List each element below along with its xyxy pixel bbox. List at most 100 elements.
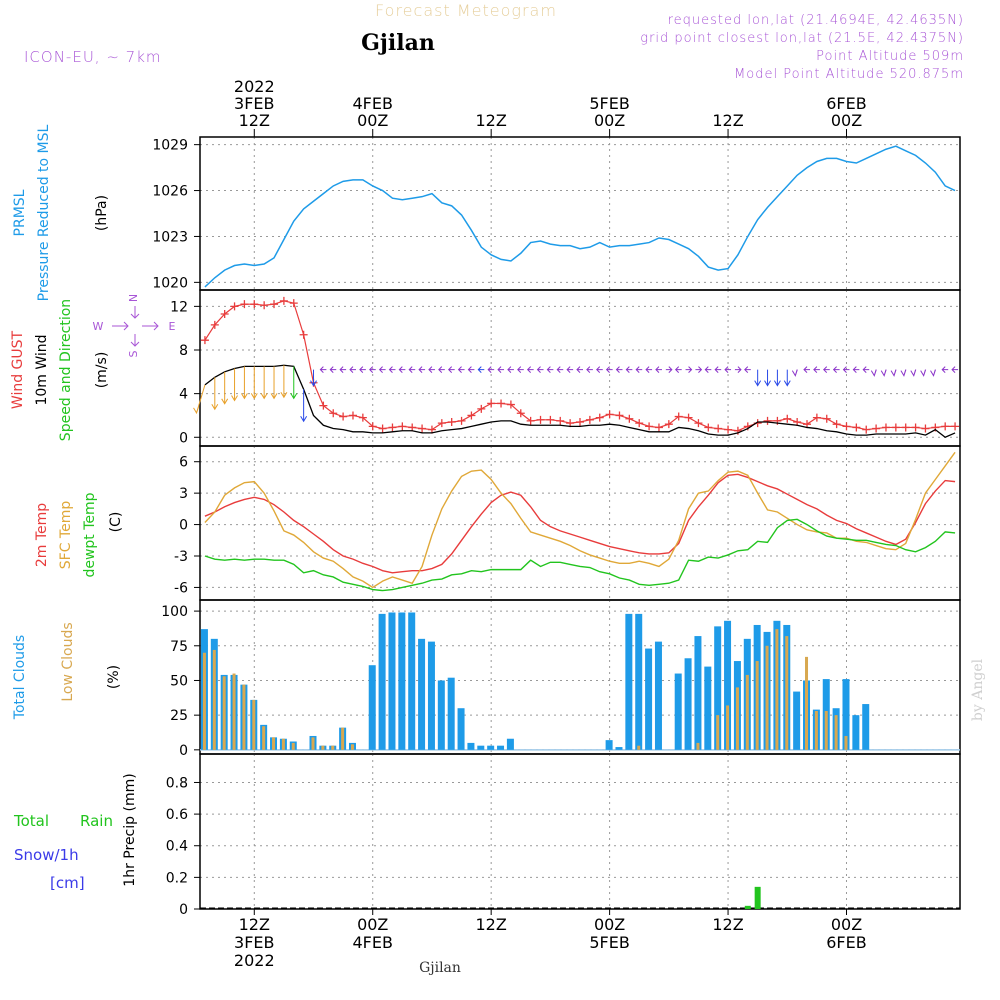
low-cloud-bar — [311, 737, 315, 750]
wind-arrow — [556, 366, 564, 373]
top-time-date: 4FEB — [352, 94, 392, 113]
top-time-date: 5FEB — [589, 94, 629, 113]
total-cloud-bar — [625, 613, 633, 750]
wind-arrow — [920, 369, 927, 377]
wind-arrow — [438, 366, 445, 373]
compass-e: E — [169, 320, 176, 333]
wind-arrow — [300, 389, 308, 423]
low-cloud-bar — [745, 674, 749, 750]
wind-arrow — [398, 366, 406, 373]
gust-point — [654, 423, 663, 432]
wind-arrow — [724, 366, 732, 373]
top-time-hour: 12Z — [712, 111, 743, 130]
gust-point — [477, 404, 486, 413]
gust-point — [467, 411, 476, 420]
y-tick-label: 6 — [179, 455, 188, 471]
low-cloud-bar — [262, 726, 266, 750]
wind-arrow — [418, 366, 426, 373]
low-cloud-bar — [805, 656, 809, 750]
low-cloud-bar — [331, 745, 335, 750]
wind-arrow — [359, 366, 366, 373]
wind-arrow — [714, 366, 722, 373]
gust-point — [585, 415, 594, 424]
y-tick-label: 0.2 — [166, 870, 188, 886]
requested-coords: requested lon,lat (21.4694E, 42.4635N) — [668, 13, 964, 28]
low-cloud-label: Low Clouds — [60, 622, 76, 701]
total-cloud-bar — [793, 691, 801, 750]
wind-arrow — [862, 366, 870, 373]
gust-point — [556, 416, 565, 425]
pressure-label: Pressure Reduced to MSL — [36, 124, 52, 301]
total-cloud-bar — [724, 620, 732, 750]
wind-arrow — [832, 366, 840, 373]
top-time-hour: 00Z — [357, 111, 388, 130]
footer-station: Gjilan — [419, 960, 461, 976]
total-cloud-bar — [467, 742, 475, 750]
panel-frame — [199, 136, 961, 291]
wind-arrow — [408, 366, 416, 373]
legend-rain: Rain — [80, 812, 113, 830]
bottom-time-hour: 12Z — [239, 915, 270, 934]
wind-arrow — [388, 366, 396, 373]
total-cloud-bar — [645, 648, 653, 750]
low-cloud-bar — [637, 745, 641, 750]
total-cloud-bar — [842, 679, 850, 750]
gust-point — [250, 300, 259, 309]
gust-point — [911, 423, 920, 432]
wind-arrow — [349, 366, 356, 373]
gust-point — [270, 300, 279, 309]
wind-arrow — [339, 366, 347, 373]
wind-arrow — [428, 366, 435, 373]
low-cloud-bar — [785, 636, 789, 750]
gust-point — [506, 400, 515, 409]
top-time-hour: 00Z — [831, 111, 862, 130]
gust-point — [240, 300, 249, 309]
total-cloud-bar — [378, 613, 386, 750]
gust-point — [674, 412, 683, 421]
wind-arrow — [645, 366, 653, 373]
wind-arrow — [665, 366, 673, 373]
wind-labels: Wind GUST 10m Wind Speed and Direction (m/s… — [10, 299, 110, 441]
y-tick-label: 1023 — [152, 229, 188, 245]
wind-arrow — [783, 369, 791, 387]
gust-line — [204, 300, 956, 432]
gust-point — [615, 411, 624, 420]
wind-arrow — [744, 366, 751, 373]
gust-point — [260, 301, 269, 310]
total-cloud-bar — [714, 626, 722, 750]
rain-bar — [754, 886, 761, 909]
station-title: Gjilan — [361, 30, 435, 56]
compass-n: N — [127, 294, 140, 302]
y-tick-label: 3 — [179, 486, 188, 502]
wind-arrow — [685, 366, 693, 373]
wind-arrow — [250, 366, 258, 400]
temp-labels: 2m Temp SFC Temp dewpt Temp (C) — [34, 492, 124, 577]
wind-arrow — [240, 366, 248, 400]
wind-arrow — [546, 366, 554, 373]
gust-point — [783, 414, 792, 423]
t2m-label: 2m Temp — [34, 503, 50, 567]
bottom-time-date: 3FEB — [234, 933, 274, 952]
wind-arrow — [457, 366, 465, 373]
gust-point — [457, 416, 466, 425]
wind-arrow — [329, 366, 337, 373]
panel-1: 1020 1023 1026 1029 PRMSL Pressure Reduced to… — [12, 124, 961, 301]
bottom-time-date: 6FEB — [826, 933, 866, 952]
top-time-hour: 00Z — [594, 111, 625, 130]
total-cloud-bar — [427, 641, 435, 750]
temp-series-3 — [204, 518, 956, 592]
gust-point — [812, 413, 821, 422]
gust-point — [299, 330, 308, 339]
gust-point — [684, 413, 693, 422]
wind-arrow — [910, 369, 917, 377]
gust-point — [891, 423, 900, 432]
low-cloud-bar — [232, 673, 236, 750]
gust-point — [398, 422, 407, 431]
wind-arrow — [625, 366, 633, 373]
wind-arrow — [605, 366, 613, 373]
wind-arrow — [487, 366, 495, 373]
wind-arrow — [823, 366, 830, 373]
total-cloud-bar — [635, 613, 643, 750]
